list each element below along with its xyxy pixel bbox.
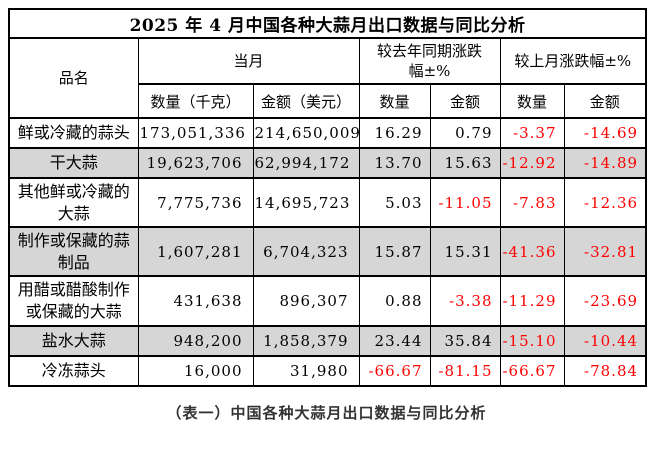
yoy-qty-cell: 0.88 <box>358 275 431 327</box>
mom-qty-cell: -7.83 <box>499 176 565 229</box>
table-group-header-row: 品名 当月 较去年同期涨跌 幅±% 较上月涨跌幅±% <box>8 37 647 119</box>
table-body: 鲜或冷藏的蒜头 173,051,336 214,650,009 16.29 0.… <box>8 117 647 387</box>
qty-kg-cell: 948,200 <box>137 324 254 357</box>
col-header-qty-kg: 数量（千克） <box>137 83 254 119</box>
table-title: 2025 年 4 月中国各种大蒜月出口数据与同比分析 <box>8 8 647 39</box>
qty-kg-cell: 7,775,736 <box>137 176 254 229</box>
yoy-amount-cell: -81.15 <box>429 354 501 387</box>
table-row: 用醋或醋酸制作或保藏的大蒜 431,638 896,307 0.88 -3.38… <box>8 275 647 327</box>
mom-amount-cell: -12.36 <box>563 176 647 229</box>
table-sub-header-row: 数量（千克） 金额（美元） 数量 金额 数量 金额 <box>9 83 647 119</box>
table-row: 冷冻蒜头 16,000 31,980 -66.67 -81.15 -66.67 … <box>8 354 647 387</box>
amount-usd-cell: 896,307 <box>252 275 360 327</box>
yoy-qty-cell: 5.03 <box>358 176 431 229</box>
mom-qty-cell: -15.10 <box>499 324 565 357</box>
amount-usd-cell: 31,980 <box>252 354 360 387</box>
yoy-amount-cell: -3.38 <box>429 275 501 327</box>
col-header-mom-amount: 金额 <box>563 83 647 119</box>
product-name-cell: 鲜或冷藏的蒜头 <box>8 117 139 149</box>
col-header-yoy-change: 较去年同期涨跌 幅±% <box>358 37 501 85</box>
product-name-cell: 干大蒜 <box>8 147 139 179</box>
amount-usd-cell: 14,695,723 <box>252 176 360 229</box>
col-header-mom-qty: 数量 <box>499 83 565 119</box>
product-name-cell: 制作或保藏的蒜制品 <box>8 226 139 278</box>
table-row: 其他鲜或冷藏的大蒜 7,775,736 14,695,723 5.03 -11.… <box>8 176 647 229</box>
table-row: 制作或保藏的蒜制品 1,607,281 6,704,323 15.87 15.3… <box>8 226 647 278</box>
mom-amount-cell: -10.44 <box>563 324 647 357</box>
product-name-cell: 盐水大蒜 <box>8 324 139 357</box>
mom-amount-cell: -32.81 <box>563 226 647 278</box>
yoy-amount-cell: 15.31 <box>429 226 501 278</box>
table-row: 盐水大蒜 948,200 1,858,379 23.44 35.84 -15.1… <box>8 324 647 357</box>
mom-qty-cell: -3.37 <box>499 117 565 149</box>
mom-qty-cell: -12.92 <box>499 147 565 179</box>
col-header-yoy-amount: 金额 <box>429 83 501 119</box>
col-header-current-month: 当月 <box>137 37 360 85</box>
amount-usd-cell: 1,858,379 <box>252 324 360 357</box>
yoy-amount-cell: 15.63 <box>429 147 501 179</box>
yoy-qty-cell: 13.70 <box>358 147 431 179</box>
product-name-cell: 用醋或醋酸制作或保藏的大蒜 <box>8 275 139 327</box>
product-name-cell: 冷冻蒜头 <box>8 354 139 387</box>
qty-kg-cell: 16,000 <box>137 354 254 387</box>
product-name-cell: 其他鲜或冷藏的大蒜 <box>8 176 139 229</box>
mom-amount-cell: -78.84 <box>563 354 647 387</box>
col-header-product: 品名 <box>8 37 139 119</box>
col-header-amount-usd: 金额（美元） <box>252 83 360 119</box>
amount-usd-cell: 6,704,323 <box>252 226 360 278</box>
mom-amount-cell: -23.69 <box>563 275 647 327</box>
qty-kg-cell: 19,623,706 <box>137 147 254 179</box>
amount-usd-cell: 62,994,172 <box>252 147 360 179</box>
mom-qty-cell: -41.36 <box>499 226 565 278</box>
yoy-amount-cell: -11.05 <box>429 176 501 229</box>
mom-qty-cell: -11.29 <box>499 275 565 327</box>
col-header-yoy-qty: 数量 <box>358 83 431 119</box>
yoy-amount-cell: 35.84 <box>429 324 501 357</box>
qty-kg-cell: 431,638 <box>137 275 254 327</box>
yoy-qty-cell: 15.87 <box>358 226 431 278</box>
yoy-amount-cell: 0.79 <box>429 117 501 149</box>
table-row: 鲜或冷藏的蒜头 173,051,336 214,650,009 16.29 0.… <box>8 117 647 149</box>
yoy-qty-cell: -66.67 <box>358 354 431 387</box>
table-caption: （表一）中国各种大蒜月出口数据与同比分析 <box>166 403 487 422</box>
amount-usd-cell: 214,650,009 <box>252 117 360 149</box>
col-header-mom-change: 较上月涨跌幅±% <box>499 37 647 85</box>
yoy-qty-cell: 23.44 <box>358 324 431 357</box>
mom-qty-cell: -66.67 <box>499 354 565 387</box>
garlic-export-table: 2025 年 4 月中国各种大蒜月出口数据与同比分析 品名 当月 较去年同期涨跌… <box>8 8 648 387</box>
qty-kg-cell: 1,607,281 <box>137 226 254 278</box>
table-row: 干大蒜 19,623,706 62,994,172 13.70 15.63 -1… <box>8 147 647 179</box>
table-title-row: 2025 年 4 月中国各种大蒜月出口数据与同比分析 <box>8 8 647 39</box>
qty-kg-cell: 173,051,336 <box>137 117 254 149</box>
mom-amount-cell: -14.69 <box>563 117 647 149</box>
mom-amount-cell: -14.89 <box>563 147 647 179</box>
yoy-qty-cell: 16.29 <box>358 117 431 149</box>
